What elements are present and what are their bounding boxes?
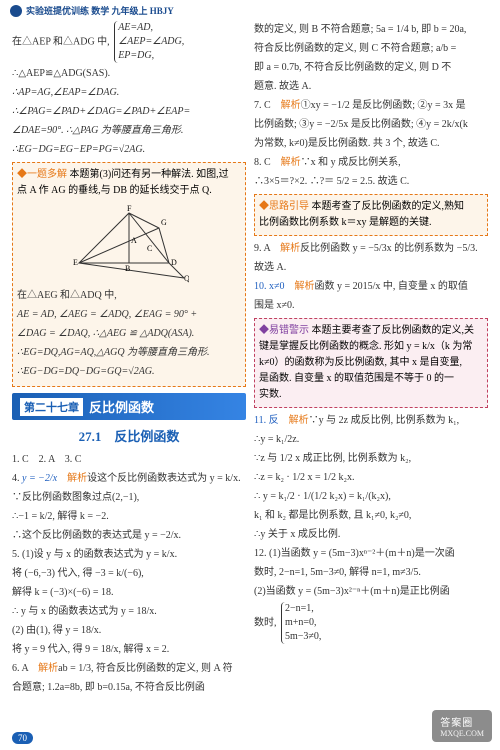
- text-line: ∴y = k₁/2z.: [254, 431, 488, 448]
- text-line: 围是 x≠0.: [254, 297, 488, 314]
- watermark: 答案圈 MXQE.COM: [432, 710, 492, 742]
- text-line: ∵反比例函数图象过点(2,−1),: [12, 489, 246, 506]
- answer-line: 6. A 解析ab = 1/3, 符合反比例函数的定义, 则 A 符: [12, 660, 246, 677]
- text-line: ∴AP=AG,∠EAP=∠DAG.: [12, 84, 246, 101]
- tip-box: ◆思路引导 本题考查了反比例函数的定义,熟知 比例函数比例系数 k＝xy 是解题…: [254, 194, 488, 236]
- answer-line: 1. C 2. A 3. C: [12, 451, 246, 468]
- text-line: (2) 由(1), 得 y = 18/x.: [12, 622, 246, 639]
- answer-line: 11. 反 解析∵y 与 2z 成反比例, 比例系数为 k₁,: [254, 412, 488, 429]
- answer-line: 10. x≠0 解析函数 y = 2015/x 中, 自变量 x 的取值: [254, 278, 488, 295]
- text-line: ∴EG−DG=EG−EP=PG=√2AG.: [12, 141, 246, 158]
- text-line: 数时, 2−n=1, 5m−3≠0, 解得 n=1, m≠3/5.: [254, 564, 488, 581]
- tip-box: ◆一题多解 本题第(3)问还有另一种解法. 如图,过 点 A 作 AG 的垂线,…: [12, 162, 246, 387]
- answer-line: 4. y = −2/x 解析设这个反比例函数表达式为 y = k/x.: [12, 470, 246, 487]
- text-line: ∴ y 与 x 的函数表达式为 y = 18/x.: [12, 603, 246, 620]
- chapter-title: 反比例函数: [89, 397, 154, 416]
- text-line: ∴z = k₂ · 1/2 x = 1/2 k₂x.: [254, 469, 488, 486]
- text-line: ∴3×5＝?×2. ∴?＝ 5/2 = 2.5. 故选 C.: [254, 173, 488, 190]
- text-line: 将 (−6,−3) 代入, 得 −3 = k/(−6),: [12, 565, 246, 582]
- text-line: (2)当函数 y = (5m−3)x²⁻ⁿ＋(m＋n)是正比例函: [254, 583, 488, 600]
- svg-text:Q: Q: [184, 274, 189, 283]
- section-title: 27.1 反比例函数: [12, 426, 246, 445]
- right-column: 数的定义, 则 B 不符合题意; 5a = 1/4 b, 即 b = 20a, …: [250, 21, 492, 698]
- text-line: 故选 A.: [254, 259, 488, 276]
- watermark-url: MXQE.COM: [440, 729, 484, 738]
- tip-label: ◆一题多解: [17, 169, 67, 180]
- text-line: ∴这个反比例函数的表达式是 y = −2/x.: [12, 527, 246, 544]
- text-line: ∠DAE=90°. ∴△PAG 为等腰直角三角形.: [12, 122, 246, 139]
- text-line: 解得 k = (−3)×(−6) = 18.: [12, 584, 246, 601]
- chapter-banner: 第二十七章 反比例函数: [12, 393, 246, 420]
- text-line: 为常数, k≠0)是反比例函数. 共 3 个, 故选 C.: [254, 135, 488, 152]
- main-content: 在△AEP 和△ADG 中, AE=AD, ∠AEP=∠ADG, EP=DG, …: [0, 21, 500, 698]
- chapter-number: 第二十七章: [20, 398, 83, 416]
- answer-line: 9. A 解析反比例函数 y = −5/3x 的比例系数为 −5/3.: [254, 240, 488, 257]
- text-line: 12. (1)当函数 y = (5m−3)xⁿ⁻²＋(m＋n)是一次函: [254, 545, 488, 562]
- text-line: ∴−1 = k/2, 解得 k = −2.: [12, 508, 246, 525]
- text-line: 在△AEP 和△ADG 中, AE=AD, ∠AEP=∠ADG, EP=DG,: [12, 21, 246, 63]
- text-line: 将 y = 9 代入, 得 9 = 18/x, 解得 x = 2.: [12, 641, 246, 658]
- svg-text:A: A: [131, 236, 137, 245]
- text-line: 题意. 故选 A.: [254, 78, 488, 95]
- svg-text:C: C: [147, 244, 152, 253]
- svg-text:D: D: [171, 258, 177, 267]
- answer-line: 7. C 解析①xy = −1/2 是反比例函数; ②y = 3x 是: [254, 97, 488, 114]
- svg-text:E: E: [73, 258, 78, 267]
- text-line: ∴∠PAG=∠PAD+∠DAG=∠PAD+∠EAP=: [12, 103, 246, 120]
- geometry-diagram: F G A C D E B Q: [69, 203, 189, 283]
- watermark-text: 答案圈: [440, 714, 484, 729]
- page-footer: 70: [12, 732, 33, 744]
- text-line: 符合反比例函数的定义, 则 C 不符合题意; a/b =: [254, 40, 488, 57]
- text-line: 5. (1)设 y 与 x 的函数表达式为 y = k/x.: [12, 546, 246, 563]
- tip-label: ◆思路引导: [259, 201, 309, 212]
- text-line: 合题意; 1.2a=8b, 即 b=0.15a, 不符合反比例函: [12, 679, 246, 696]
- text-line: 比例函数; ③y = −2/5x 是反比例函数; ④y = 2k/x(k: [254, 116, 488, 133]
- text-line: ∴y 关于 x 成反比例.: [254, 526, 488, 543]
- text-line: ∵z 与 1/2 x 成正比例, 比例系数为 k₂,: [254, 450, 488, 467]
- svg-text:F: F: [127, 204, 132, 213]
- answer-line: 8. C 解析∵x 和 y 成反比例关系,: [254, 154, 488, 171]
- header-logo-icon: [10, 5, 22, 17]
- text-line: 数的定义, 则 B 不符合题意; 5a = 1/4 b, 即 b = 20a,: [254, 21, 488, 38]
- err-label: ◆易错警示: [259, 325, 309, 336]
- svg-text:G: G: [161, 218, 167, 227]
- text-line: 即 a = 0.7b, 不符合反比例函数的定义, 则 D 不: [254, 59, 488, 76]
- left-column: 在△AEP 和△ADG 中, AE=AD, ∠AEP=∠ADG, EP=DG, …: [8, 21, 250, 698]
- text-line: ∴△AEP≌△ADG(SAS).: [12, 65, 246, 82]
- header-title: 实验班提优训练 数学 九年级上 HBJY: [26, 4, 174, 17]
- page-header: 实验班提优训练 数学 九年级上 HBJY: [0, 0, 500, 21]
- text-line: k₁ 和 k₂ 都是比例系数, 且 k₁≠0, k₂≠0,: [254, 507, 488, 524]
- page-number: 70: [12, 732, 33, 744]
- error-warning-box: ◆易错警示 本题主要考查了反比例函数的定义,关 键是掌握反比例函数的概念. 形如…: [254, 318, 488, 408]
- text-line: 数时, 2−n=1, m+n=0, 5m−3≠0,: [254, 602, 488, 644]
- text-line: ∴ y = k₁/2 · 1/(1/2 k₂x) = k₁/(k₂x),: [254, 488, 488, 505]
- svg-text:B: B: [125, 264, 130, 273]
